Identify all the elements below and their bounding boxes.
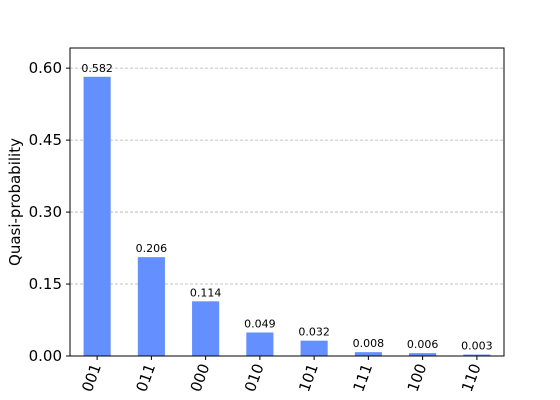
data-label-010: 0.049: [244, 317, 276, 330]
bar-001: [83, 76, 111, 357]
bar-101: [300, 340, 328, 356]
data-label-011: 0.206: [136, 242, 168, 255]
y-tick-label: 0.00: [29, 347, 62, 365]
bar-100: [409, 353, 437, 356]
bar-010: [246, 332, 274, 356]
y-tick-label: 0.60: [29, 59, 62, 77]
x-tick-label-110: 110: [458, 361, 485, 394]
y-tick-label: 0.45: [29, 131, 62, 149]
bar-111: [354, 352, 382, 356]
bar-000: [192, 301, 220, 356]
y-axis-title: Quasi-probability: [6, 138, 24, 266]
data-label-110: 0.003: [461, 340, 493, 353]
x-tick-label-100: 100: [404, 361, 431, 394]
x-tick-label-000: 000: [187, 361, 214, 394]
data-label-111: 0.008: [353, 337, 385, 350]
x-tick-label-011: 011: [132, 361, 159, 394]
bar-011: [137, 257, 165, 356]
bar-110: [463, 354, 491, 356]
x-tick-label-111: 111: [349, 361, 376, 394]
x-tick-label-001: 001: [78, 361, 105, 394]
y-axis-ticks: 0.00 0.15 0.30 0.45 0.60: [29, 59, 70, 365]
x-tick-label-010: 010: [241, 361, 268, 394]
data-label-000: 0.114: [190, 286, 222, 299]
data-label-100: 0.006: [407, 338, 439, 351]
data-labels: 0.582 0.206 0.114 0.049 0.032 0.008 0.006 0.003: [81, 62, 492, 353]
x-axis-ticks: 001 011 000 010 101 111 100 110: [78, 356, 485, 394]
plot-frame: [69, 47, 505, 357]
y-tick-label: 0.15: [29, 275, 62, 293]
y-tick-label: 0.30: [29, 203, 62, 221]
x-tick-label-101: 101: [295, 361, 322, 394]
grid-lines: [70, 67, 504, 285]
data-label-001: 0.582: [81, 62, 113, 75]
bars: [83, 76, 491, 357]
data-label-101: 0.032: [298, 326, 330, 339]
